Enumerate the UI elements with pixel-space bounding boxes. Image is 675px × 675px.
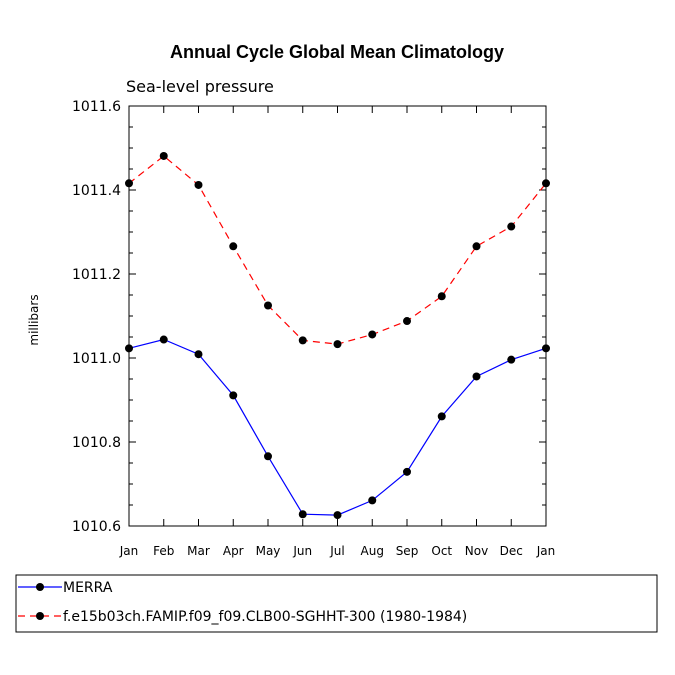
data-point-1	[333, 340, 342, 349]
data-point-1	[298, 336, 307, 345]
data-point-1	[472, 242, 481, 251]
x-tick-label: Dec	[500, 544, 523, 558]
chart-subtitle: Sea-level pressure	[126, 77, 274, 96]
data-point-0	[159, 335, 168, 344]
data-point-1	[264, 301, 272, 310]
series-line-0	[128, 338, 547, 516]
data-point-0	[472, 372, 481, 381]
legend-marker-merra	[36, 583, 44, 591]
x-tick-label: Nov	[465, 544, 488, 558]
x-ticks: Jan Feb Mar Apr May Jun Jul Aug Sep Oct Nov Dec Jan	[119, 106, 556, 558]
data-point-1	[194, 180, 203, 189]
data-point-0	[542, 344, 550, 353]
y-tick-label: 1010.8	[72, 435, 121, 451]
data-point-1	[159, 151, 168, 160]
data-point-1	[229, 242, 238, 251]
data-point-0	[125, 344, 133, 353]
plot-frame	[128, 105, 547, 527]
series-line-1	[128, 155, 547, 345]
data-point-0	[507, 355, 516, 364]
data-point-0	[229, 391, 238, 400]
x-tick-label: Aug	[361, 544, 384, 558]
x-tick-label: Jan	[536, 544, 556, 558]
chart-title: Annual Cycle Global Mean Climatology	[170, 42, 504, 62]
y-tick-label: 1011.6	[72, 99, 121, 115]
legend-label-merra: MERRA	[63, 580, 113, 596]
data-point-0	[437, 412, 446, 421]
series-group	[125, 151, 550, 520]
x-tick-label: May	[256, 544, 281, 558]
data-point-0	[194, 350, 203, 359]
y-tick-label: 1011.0	[72, 351, 121, 367]
y-tick-label: 1010.6	[72, 519, 121, 535]
x-tick-label: Sep	[396, 544, 419, 558]
legend-marker-model	[36, 612, 44, 620]
y-axis-label: millibars	[27, 294, 41, 345]
y-tick-label: 1011.4	[72, 183, 121, 199]
data-point-1	[507, 222, 516, 231]
x-tick-label: Feb	[153, 544, 174, 558]
x-tick-label: Jul	[329, 544, 344, 558]
legend-box	[15, 574, 658, 633]
data-point-0	[403, 467, 411, 476]
data-point-1	[542, 179, 550, 188]
data-point-0	[298, 510, 307, 519]
x-tick-label: Apr	[223, 544, 244, 558]
data-point-1	[437, 292, 446, 301]
data-point-1	[403, 317, 411, 326]
y-tick-label: 1011.2	[72, 267, 121, 283]
data-point-0	[368, 496, 377, 505]
data-point-0	[264, 452, 272, 461]
x-tick-label: Jun	[292, 544, 312, 558]
data-point-1	[125, 179, 133, 188]
x-tick-label: Mar	[187, 544, 210, 558]
x-tick-label: Jan	[119, 544, 139, 558]
data-point-1	[368, 330, 377, 339]
x-tick-label: Oct	[431, 544, 452, 558]
legend: MERRA f.e15b03ch.FAMIP.f09_f09.CLB00-SGH…	[15, 574, 658, 633]
legend-label-model: f.e15b03ch.FAMIP.f09_f09.CLB00-SGHHT-300…	[63, 609, 467, 625]
y-ticks: 1010.6 1010.8 1011.0 1011.2 1011.4 1011.6	[72, 99, 546, 535]
data-point-0	[333, 511, 342, 520]
